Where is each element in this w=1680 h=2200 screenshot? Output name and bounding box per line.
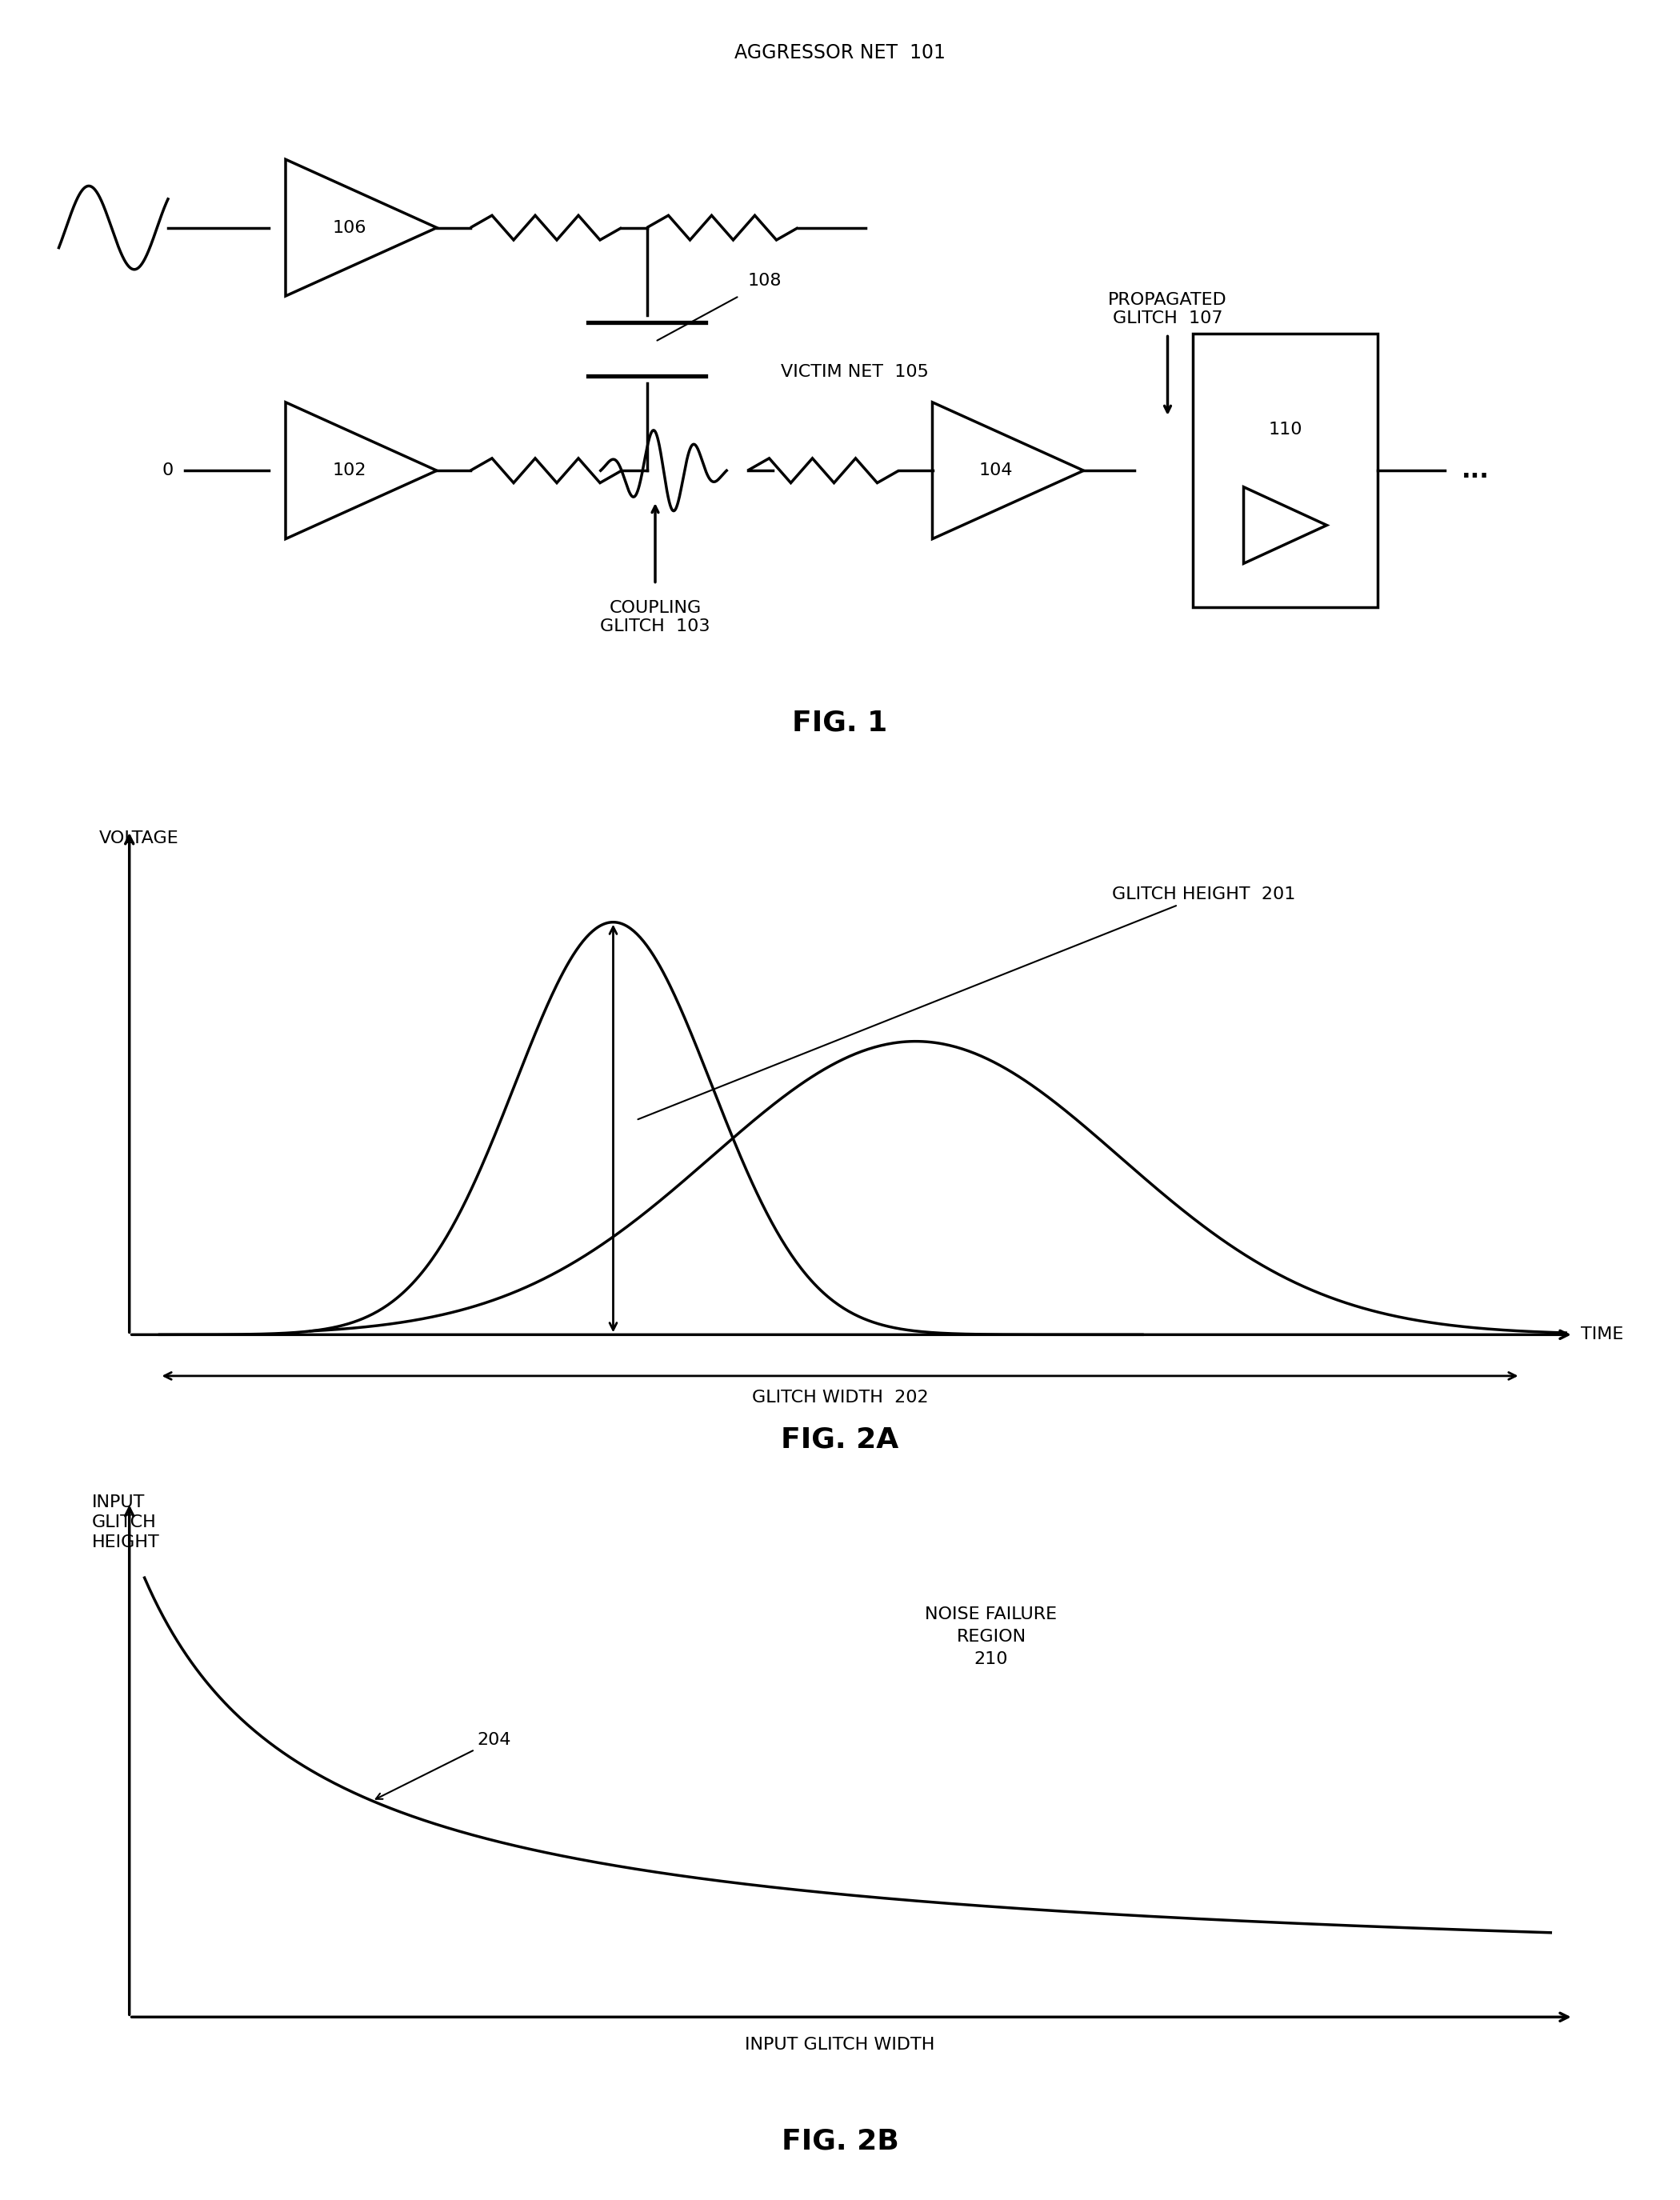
Text: AGGRESSOR NET  101: AGGRESSOR NET 101 (734, 44, 946, 64)
Text: NOISE FAILURE
REGION
210: NOISE FAILURE REGION 210 (926, 1606, 1057, 1668)
Text: 104: 104 (979, 462, 1013, 480)
Text: FIG. 2B: FIG. 2B (781, 2127, 899, 2156)
Text: INPUT
GLITCH
HEIGHT: INPUT GLITCH HEIGHT (91, 1494, 160, 1551)
Text: 106: 106 (333, 220, 366, 235)
Text: 110: 110 (1268, 422, 1302, 438)
Text: 102: 102 (333, 462, 366, 480)
Text: VICTIM NET  105: VICTIM NET 105 (781, 363, 929, 381)
Text: GLITCH WIDTH  202: GLITCH WIDTH 202 (751, 1390, 929, 1406)
Text: 204: 204 (376, 1731, 511, 1800)
Text: VOLTAGE: VOLTAGE (99, 832, 178, 847)
Text: FIG. 1: FIG. 1 (793, 708, 887, 737)
Text: FIG. 2A: FIG. 2A (781, 1426, 899, 1454)
Text: ...: ... (1462, 460, 1490, 482)
Text: TIME: TIME (1581, 1327, 1623, 1342)
Text: 108: 108 (748, 273, 781, 288)
Text: COUPLING
GLITCH  103: COUPLING GLITCH 103 (600, 601, 711, 634)
Bar (1193, 334, 1378, 607)
Text: INPUT GLITCH WIDTH: INPUT GLITCH WIDTH (744, 2037, 936, 2053)
Text: PROPAGATED
GLITCH  107: PROPAGATED GLITCH 107 (1109, 293, 1226, 326)
Text: 0: 0 (163, 462, 173, 480)
Text: GLITCH HEIGHT  201: GLITCH HEIGHT 201 (638, 887, 1295, 1120)
